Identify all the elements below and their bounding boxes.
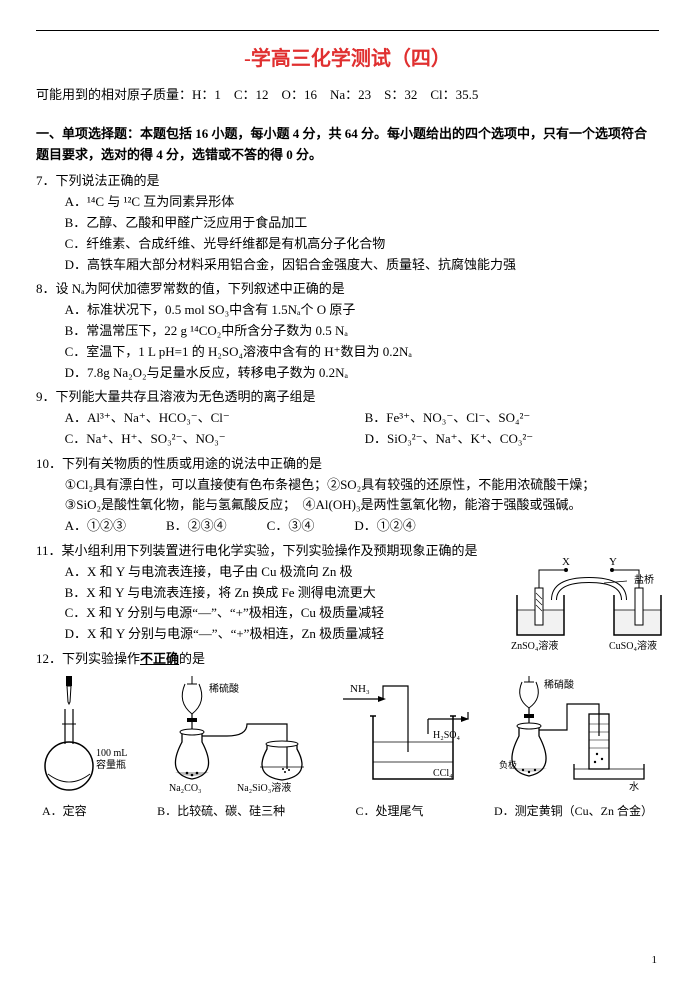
q12-fig-c: NH₃ H₂SO₄ CCl₄	[338, 674, 478, 800]
salt-bridge-label: 盐桥	[634, 573, 654, 586]
q10-opt-d: D．①②④	[354, 516, 415, 537]
page-number: 1	[652, 952, 658, 970]
q8-opt-d: D．7.8g Na₂O₂与足量水反应，转移电子数为 0.2Nₐ	[36, 363, 659, 384]
q12-opt-a: A．定容	[42, 802, 87, 821]
q9-opt-a: A．Al³⁺、Na⁺、HCO₃⁻、Cl⁻	[65, 408, 365, 429]
q9-stem: 9．下列能大量共存且溶液为无色透明的离子组是	[36, 387, 659, 408]
q12-fig-b: 稀硫酸 Na₂CO₃ Na₂SiO₃溶液	[157, 674, 327, 800]
q11-opt-d: D．X 和 Y 分别与电源“—”、“+”极相连，Zn 极质量减轻	[36, 624, 489, 645]
q10-stem: 10．下列有关物质的性质或用途的说法中正确的是	[36, 454, 659, 475]
question-8: 8．设 Nₐ为阿伏加德罗常数的值，下列叙述中正确的是 A．标准状况下，0.5 m…	[36, 279, 659, 383]
q12-fig-a: 100 mL 容量瓶	[36, 674, 146, 800]
q7-opt-b: B．乙醇、乙酸和甲醛广泛应用于食品加工	[36, 213, 659, 234]
q12-opt-c: C．处理尾气	[356, 802, 424, 821]
q12-stem-underline: 不正确	[140, 651, 179, 666]
fig-c-h2so4: H₂SO₄	[433, 730, 460, 741]
q9-row2: C．Na⁺、H⁺、SO₃²⁻、NO₃⁻ D．SiO₃²⁻、Na⁺、K⁺、CO₃²…	[36, 429, 659, 450]
q7-opt-c: C．纤维素、合成纤维、光导纤维都是有机高分子化合物	[36, 234, 659, 255]
q7-opt-a: A．¹⁴C 与 ¹²C 互为同素异形体	[36, 192, 659, 213]
q12-stem-post: 的是	[179, 651, 205, 666]
q8-opt-a: A．标准状况下，0.5 mol SO₃中含有 1.5Nₐ个 O 原子	[36, 300, 659, 321]
q12-opt-b: B．比较硫、碳、硅三种	[157, 802, 285, 821]
fig-c-ccl4: CCl₄	[433, 768, 453, 779]
q12-fig-d: 稀硝酸 负极	[489, 674, 659, 800]
question-10: 10．下列有关物质的性质或用途的说法中正确的是 ①Cl₂具有漂白性，可以直接使有…	[36, 454, 659, 537]
q10-options: A．①②③ B．②③④ C．③④ D．①②④	[36, 516, 659, 537]
q10-opt-c: C．③④	[267, 516, 315, 537]
y-label: Y	[609, 556, 617, 568]
q12-figures: 100 mL 容量瓶 稀硫酸 Na₂CO₃	[36, 674, 659, 800]
electrochemistry-icon: X Y 盐桥 ZnSO₄溶液	[509, 555, 669, 665]
fig-a-flask: 容量瓶	[96, 758, 126, 771]
fig-b-left: Na₂CO₃	[169, 783, 202, 794]
q12-stem-pre: 12．下列实验操作	[36, 651, 140, 666]
top-rule	[36, 30, 659, 31]
fig-c-nh3: NH₃	[350, 683, 370, 695]
page: -学高三化学测试（四） 可能用到的相对原子质量：H：1 C：12 O：16 Na…	[0, 0, 695, 982]
q8-stem: 8．设 Nₐ为阿伏加德罗常数的值，下列叙述中正确的是	[36, 279, 659, 300]
brass-measure-icon: 稀硝酸 负极	[489, 674, 659, 794]
fig-b-acid: 稀硫酸	[209, 682, 239, 695]
q12-options: A．定容 B．比较硫、碳、硅三种 C．处理尾气 D．测定黄铜（Cu、Zn 合金）	[36, 802, 659, 821]
q11-diagram: X Y 盐桥 ZnSO₄溶液	[509, 555, 669, 665]
section-1-intro: 一、单项选择题：本题包括 16 小题，每小题 4 分，共 64 分。每小题给出的…	[36, 124, 659, 166]
fig-d-hno3: 稀硝酸	[544, 678, 574, 691]
q8-opt-c: C．室温下，1 L pH=1 的 H₂SO₄溶液中含有的 H⁺数目为 0.2Nₐ	[36, 342, 659, 363]
fig-a-vol: 100 mL	[96, 748, 127, 759]
q9-opt-b: B．Fe³⁺、NO₃⁻、Cl⁻、SO₄²⁻	[365, 408, 531, 429]
q10-statements-2: ③SiO₂是酸性氧化物，能与氢氟酸反应； ④Al(OH)₃是两性氢氧化物，能溶于…	[36, 495, 659, 516]
fig-b-right: Na₂SiO₃溶液	[237, 781, 291, 794]
q8-opt-b: B．常温常压下，22 g ¹⁴CO₂中所含分子数为 0.5 Nₐ	[36, 321, 659, 342]
atomic-masses: 可能用到的相对原子质量：H：1 C：12 O：16 Na：23 S：32 Cl：…	[36, 85, 659, 106]
acid-compare-icon: 稀硫酸 Na₂CO₃ Na₂SiO₃溶液	[157, 674, 327, 794]
question-9: 9．下列能大量共存且溶液为无色透明的离子组是 A．Al³⁺、Na⁺、HCO₃⁻、…	[36, 387, 659, 449]
q11-opt-b: B．X 和 Y 与电流表连接，将 Zn 换成 Fe 测得电流更大	[36, 583, 489, 604]
q9-row1: A．Al³⁺、Na⁺、HCO₃⁻、Cl⁻ B．Fe³⁺、NO₃⁻、Cl⁻、SO₄…	[36, 408, 659, 429]
q9-opt-c: C．Na⁺、H⁺、SO₃²⁻、NO₃⁻	[65, 429, 365, 450]
right-sol-label: CuSO₄溶液	[609, 639, 657, 652]
question-11: 11．某小组利用下列装置进行电化学实验，下列实验操作及预期现象正确的是 A．X …	[36, 541, 659, 645]
q7-stem: 7．下列说法正确的是	[36, 171, 659, 192]
q7-opt-d: D．高铁车厢大部分材料采用铝合金，因铝合金强度大、质量轻、抗腐蚀能力强	[36, 255, 659, 276]
tail-gas-icon: NH₃ H₂SO₄ CCl₄	[338, 674, 478, 794]
question-12: 12．下列实验操作不正确的是 100 mL 容量瓶	[36, 649, 659, 821]
q11-opt-a: A．X 和 Y 与电流表连接，电子由 Cu 极流向 Zn 极	[36, 562, 489, 583]
q9-opt-d: D．SiO₃²⁻、Na⁺、K⁺、CO₃²⁻	[365, 429, 534, 450]
q12-opt-d: D．测定黄铜（Cu、Zn 合金）	[494, 802, 653, 821]
x-label: X	[562, 556, 570, 568]
q10-opt-b: B．②③④	[166, 516, 227, 537]
q10-opt-a: A．①②③	[65, 516, 126, 537]
left-sol-label: ZnSO₄溶液	[511, 639, 558, 652]
q10-statements-1: ①Cl₂具有漂白性，可以直接使有色布条褪色；②SO₂具有较强的还原性，不能用浓硫…	[36, 475, 659, 496]
question-7: 7．下列说法正确的是 A．¹⁴C 与 ¹²C 互为同素异形体 B．乙醇、乙酸和甲…	[36, 171, 659, 275]
fig-d-water: 水	[629, 781, 639, 793]
volumetric-flask-icon: 100 mL 容量瓶	[36, 674, 146, 794]
q11-opt-c: C．X 和 Y 分别与电源“—”、“+”极相连，Cu 极质量减轻	[36, 603, 489, 624]
exam-title: -学高三化学测试（四）	[36, 43, 659, 75]
fig-d-solid: 负极	[499, 759, 517, 770]
